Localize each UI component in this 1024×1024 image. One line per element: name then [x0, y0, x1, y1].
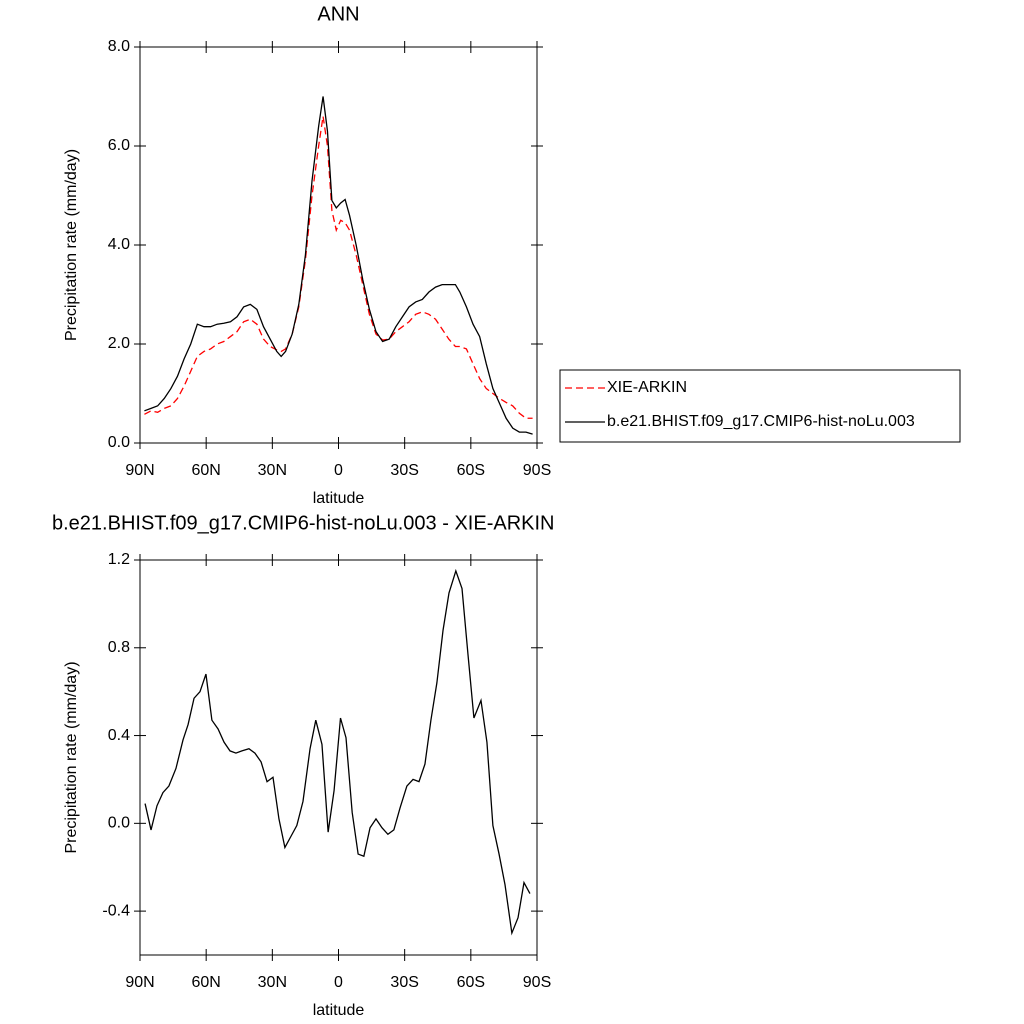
x-tick-label: 30S: [390, 974, 418, 991]
x-tick-label: 0: [334, 462, 343, 479]
x-tick-label: 60N: [191, 462, 220, 479]
y-tick-label: 0.4: [108, 727, 130, 744]
x-tick-label: 90S: [523, 462, 551, 479]
x-tick-label: 90S: [523, 974, 551, 991]
x-tick-label: 30S: [390, 462, 418, 479]
x-tick-label: 30N: [258, 974, 287, 991]
y-tick-label: 0.0: [108, 434, 130, 451]
data-line: [144, 568, 531, 936]
y-tick-label: 4.0: [108, 236, 130, 253]
x-tick-label: 60S: [457, 974, 485, 991]
y-tick-label: 0.8: [108, 639, 130, 656]
plot-frame: [139, 559, 538, 956]
x-tick-label: 0: [334, 974, 343, 991]
y-axis-label: Precipitation rate (mm/day): [63, 149, 80, 341]
x-axis-label: latitude: [313, 490, 365, 507]
x-axis-label: latitude: [313, 1002, 365, 1019]
y-tick-label: 1.2: [108, 551, 130, 568]
y-tick-label: 2.0: [108, 335, 130, 352]
x-tick-label: 90N: [125, 974, 154, 991]
x-tick-label: 60S: [457, 462, 485, 479]
y-tick-label: 6.0: [108, 137, 130, 154]
chart-title: b.e21.BHIST.f09_g17.CMIP6-hist-noLu.003 …: [52, 512, 554, 534]
x-tick-label: 90N: [125, 462, 154, 479]
y-axis-label: Precipitation rate (mm/day): [63, 661, 80, 853]
y-tick-label: 0.0: [108, 815, 130, 832]
data-line: [144, 96, 533, 435]
legend-box: [559, 369, 961, 443]
plot-frame: [139, 46, 538, 444]
y-tick-label: 8.0: [108, 38, 130, 55]
chart-title: ANN: [317, 3, 359, 25]
legend-label: XIE-ARKIN: [607, 379, 687, 396]
x-tick-label: 60N: [191, 974, 220, 991]
legend-label: b.e21.BHIST.f09_g17.CMIP6-hist-noLu.003: [607, 413, 915, 430]
data-line: [144, 116, 533, 419]
y-tick-label: -0.4: [102, 902, 130, 919]
x-tick-label: 30N: [258, 462, 287, 479]
